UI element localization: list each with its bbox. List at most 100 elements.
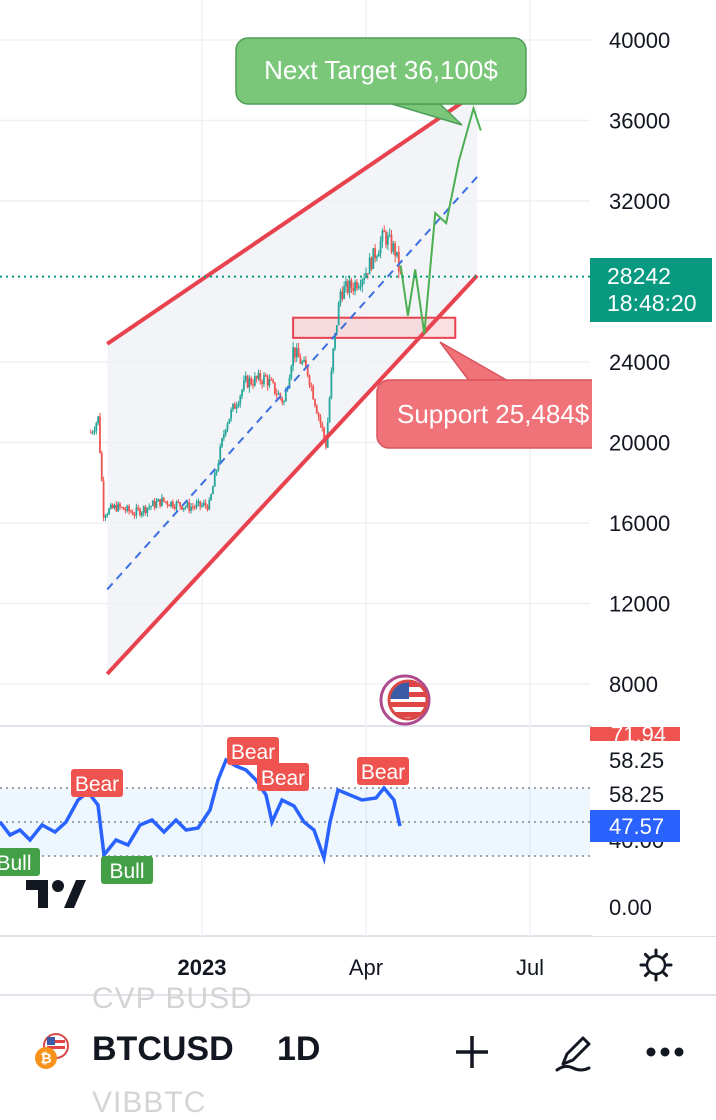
candle-body	[130, 511, 132, 513]
candle-body	[292, 347, 295, 367]
candle-body	[133, 514, 136, 516]
candle-body	[135, 507, 138, 516]
channel-upper-line	[106, 90, 479, 346]
candle-body	[343, 286, 346, 299]
candle-body	[95, 423, 98, 431]
candle-body	[386, 235, 389, 245]
candle-body	[381, 230, 384, 242]
rsi-tick-3: 0.00	[609, 895, 652, 920]
candle-body	[171, 501, 174, 508]
candle-body	[259, 373, 262, 382]
candle-body	[155, 501, 158, 508]
candle-body	[396, 251, 398, 256]
candle-body	[131, 512, 134, 515]
candle-body	[295, 348, 298, 358]
price-tick: 36000	[609, 109, 670, 134]
us-flag-icon[interactable]	[379, 674, 431, 726]
candle-body	[244, 375, 247, 381]
rsi-tick-2: 58.25	[609, 782, 664, 807]
price-tick: 12000	[609, 592, 670, 617]
candle-body	[315, 405, 318, 414]
candle-body	[126, 505, 129, 511]
candle-body	[177, 501, 180, 503]
symbol-label[interactable]: BTCUSD	[92, 1030, 234, 1068]
candle-body	[137, 507, 140, 509]
candle-body	[97, 416, 100, 424]
candle-body	[288, 377, 291, 389]
candle-body	[89, 432, 92, 434]
bear-signal-badge	[257, 763, 309, 791]
candle-body	[345, 281, 347, 287]
chart-area[interactable]: Next Target 36,100$ Support 25,484$ 4000…	[0, 0, 716, 1000]
candle-body	[394, 243, 397, 256]
candle-body	[332, 348, 335, 372]
candle-body	[350, 280, 353, 288]
candle-body	[341, 291, 344, 299]
rsi-partial-badge	[590, 727, 680, 741]
candle-body	[388, 234, 391, 236]
candle-body	[190, 506, 192, 511]
candle-body	[241, 389, 243, 396]
candle-body	[186, 502, 189, 507]
candle-body	[104, 515, 107, 518]
rsi-signals: Bear Bear Bear Bear Bull Bull	[0, 737, 409, 884]
candle-body	[215, 470, 218, 473]
candle-body	[383, 230, 386, 233]
bear-signal-badge	[227, 737, 279, 765]
next-symbol[interactable]: VIBBTC	[92, 1086, 207, 1119]
candle-body	[120, 507, 123, 509]
candle-body	[124, 509, 127, 511]
candle-body	[299, 357, 302, 364]
settings-gear-icon[interactable]	[639, 948, 673, 982]
prev-symbol[interactable]: CVP BUSD	[92, 982, 253, 1015]
channel-fill	[107, 92, 478, 674]
price-axis[interactable]	[592, 0, 716, 726]
candle-body	[248, 378, 251, 388]
last-price-badge: 28242 18:48:20	[590, 258, 712, 322]
svg-text:₿: ₿	[40, 1050, 51, 1066]
candle-body	[283, 401, 285, 403]
candle-body	[168, 504, 171, 507]
candle-body	[210, 494, 213, 500]
candle-body	[195, 503, 198, 508]
candle-body	[397, 251, 400, 272]
candle-body	[314, 399, 316, 406]
candle-body	[301, 361, 304, 364]
candle-body	[128, 505, 131, 512]
pen-icon	[555, 1036, 591, 1072]
rsi-partial-upper: 71.94	[611, 722, 666, 747]
interval-label[interactable]: 1D	[277, 1030, 321, 1068]
candle-body	[153, 500, 156, 508]
candle-body	[109, 504, 112, 509]
add-button[interactable]	[446, 1026, 498, 1078]
candle-body	[208, 499, 211, 510]
price-tick: 32000	[609, 189, 670, 214]
candle-body	[374, 248, 377, 259]
more-button[interactable]	[639, 1026, 691, 1078]
candle-body	[335, 325, 338, 333]
candle-body	[182, 507, 185, 510]
candle-body	[161, 497, 163, 506]
bull-signal-badge	[101, 856, 153, 884]
candle-body	[113, 505, 116, 509]
candle-body	[365, 273, 367, 278]
candle-body	[108, 508, 110, 515]
candle-body	[219, 446, 222, 464]
candle-body	[106, 514, 109, 516]
candle-body	[144, 506, 147, 514]
candle-body	[321, 423, 324, 428]
candle-body	[370, 257, 373, 270]
candle-body	[91, 432, 94, 434]
candle-body	[181, 506, 183, 510]
candle-body	[246, 375, 249, 388]
candle-body	[348, 280, 351, 293]
candle-body	[170, 501, 172, 507]
draw-button[interactable]	[549, 1026, 601, 1078]
candle-body	[392, 243, 395, 252]
bull-signal-label: Bull	[109, 860, 144, 883]
candle-body	[252, 384, 254, 386]
candle-body	[352, 287, 355, 292]
candle-body	[159, 499, 161, 506]
time-axis[interactable]: 2023 Apr Jul	[178, 955, 545, 980]
candle-body	[193, 506, 196, 508]
